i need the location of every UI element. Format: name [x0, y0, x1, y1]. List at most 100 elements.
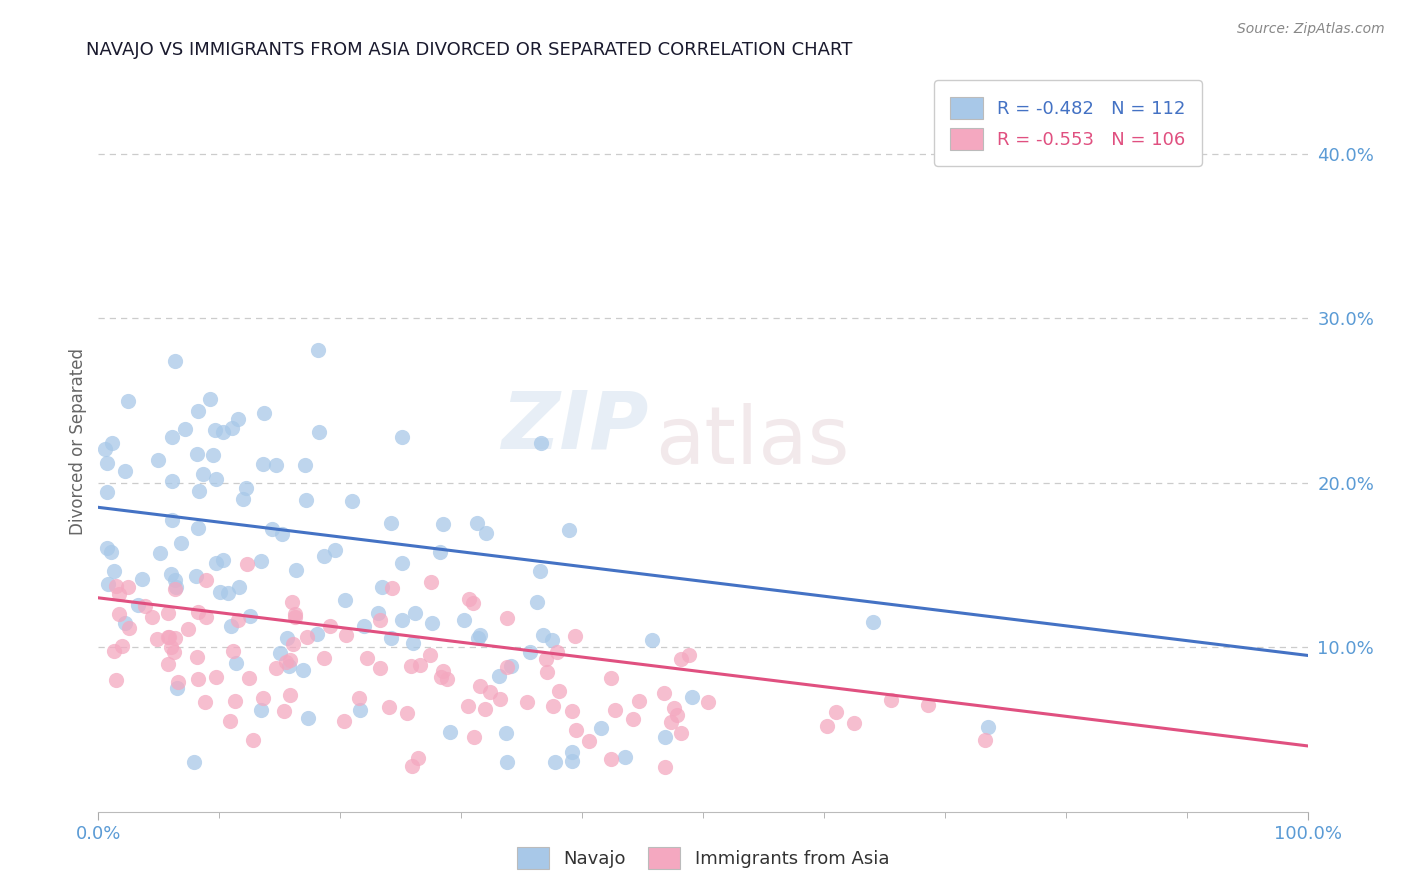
Point: [496, 756, 519, 770]
Point: [297, 711, 319, 725]
Point: [167, 675, 190, 690]
Point: [101, 436, 124, 450]
Point: [166, 681, 188, 695]
Point: [94, 442, 117, 456]
Point: [640, 633, 662, 648]
Point: [319, 619, 342, 633]
Point: [187, 483, 209, 498]
Point: [541, 633, 564, 648]
Text: atlas: atlas: [655, 402, 849, 481]
Point: [420, 616, 443, 631]
Point: [312, 651, 335, 665]
Point: [217, 586, 239, 600]
Point: [224, 693, 246, 707]
Point: [654, 760, 676, 774]
Point: [250, 553, 273, 567]
Point: [529, 564, 551, 578]
Point: [235, 481, 257, 495]
Point: [262, 523, 284, 537]
Point: [187, 521, 209, 535]
Point: [323, 543, 346, 558]
Point: [468, 679, 491, 693]
Point: [880, 692, 903, 706]
Point: [264, 458, 287, 472]
Point: [163, 645, 186, 659]
Point: [221, 420, 243, 434]
Point: [277, 658, 299, 673]
Point: [662, 701, 685, 715]
Point: [669, 725, 692, 739]
Point: [162, 474, 184, 488]
Point: [134, 599, 156, 614]
Point: [408, 658, 430, 673]
Point: [534, 652, 557, 666]
Point: [432, 517, 454, 532]
Point: [603, 703, 626, 717]
Point: [96, 541, 118, 556]
Point: [273, 704, 295, 718]
Point: [420, 574, 443, 589]
Point: [564, 629, 586, 643]
Point: [917, 698, 939, 712]
Point: [439, 724, 461, 739]
Point: [194, 573, 217, 587]
Point: [105, 673, 128, 687]
Point: [495, 611, 517, 625]
Point: [548, 683, 571, 698]
Point: [294, 458, 316, 472]
Point: [380, 516, 402, 530]
Point: [117, 394, 139, 409]
Point: [475, 526, 498, 541]
Point: [561, 754, 583, 768]
Point: [174, 422, 197, 436]
Point: [391, 430, 413, 444]
Point: [378, 700, 401, 714]
Point: [193, 467, 215, 481]
Point: [269, 646, 291, 660]
Point: [824, 705, 846, 719]
Point: [665, 708, 688, 723]
Point: [253, 406, 276, 420]
Point: [347, 691, 370, 706]
Point: [284, 607, 307, 621]
Point: [561, 704, 583, 718]
Point: [212, 425, 235, 440]
Point: [308, 425, 330, 439]
Point: [495, 725, 517, 739]
Point: [177, 623, 200, 637]
Point: [516, 696, 538, 710]
Point: [659, 715, 682, 730]
Point: [335, 593, 357, 607]
Point: [380, 632, 402, 646]
Point: [401, 759, 423, 773]
Point: [238, 671, 260, 685]
Point: [530, 436, 553, 450]
Point: [111, 639, 134, 653]
Point: [200, 392, 222, 406]
Point: [226, 613, 249, 627]
Point: [160, 430, 183, 444]
Point: [349, 703, 371, 717]
Point: [131, 572, 153, 586]
Point: [591, 721, 613, 735]
Point: [429, 544, 451, 558]
Point: [186, 672, 208, 686]
Point: [211, 553, 233, 567]
Point: [228, 580, 250, 594]
Point: [541, 699, 564, 714]
Text: Source: ZipAtlas.com: Source: ZipAtlas.com: [1237, 22, 1385, 37]
Point: [219, 619, 242, 633]
Point: [108, 607, 131, 622]
Point: [114, 615, 136, 630]
Point: [270, 527, 292, 541]
Point: [368, 613, 391, 627]
Point: [194, 695, 217, 709]
Point: [342, 493, 364, 508]
Point: [458, 591, 481, 606]
Point: [165, 354, 187, 368]
Point: [157, 630, 180, 644]
Point: [165, 582, 187, 596]
Point: [232, 491, 254, 506]
Point: [862, 615, 884, 629]
Point: [402, 636, 425, 650]
